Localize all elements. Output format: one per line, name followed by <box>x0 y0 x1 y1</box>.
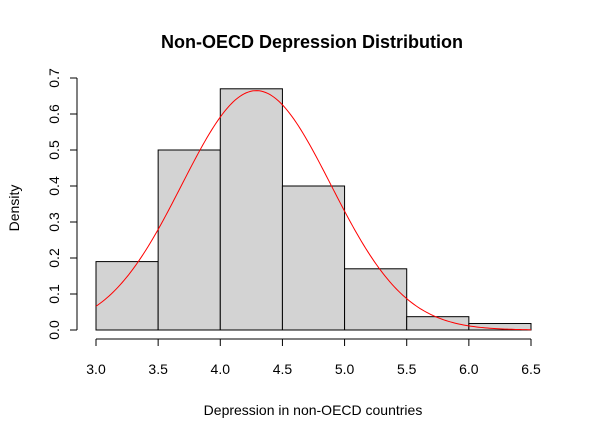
y-tick-label: 0.4 <box>46 176 62 196</box>
y-tick-label: 0.5 <box>46 140 62 160</box>
density-curve <box>95 90 532 331</box>
x-tick-label: 3.5 <box>148 361 168 377</box>
x-axis-label: Depression in non-OECD countries <box>204 402 423 418</box>
histogram-bar <box>157 149 221 331</box>
y-tick-label: 0.3 <box>46 212 62 232</box>
x-tick-label: 6.5 <box>521 361 541 377</box>
y-tick-label: 0.0 <box>46 320 62 340</box>
y-axis: 0.0 0.1 0.2 0.3 0.4 0.5 0.6 0.7 <box>46 68 78 340</box>
chart-title: Non-OECD Depression Distribution <box>161 32 463 52</box>
histogram-bar <box>406 316 470 331</box>
x-tick-label: 4.5 <box>273 361 293 377</box>
x-axis: 3.0 3.5 4.0 4.5 5.0 5.5 6.0 6.5 <box>86 338 541 377</box>
histogram-bar <box>344 268 408 331</box>
histogram-bar <box>281 185 346 331</box>
y-tick-label: 0.1 <box>46 284 62 304</box>
x-tick-label: 3.0 <box>86 361 106 377</box>
histogram-bars <box>95 88 532 331</box>
x-tick-label: 6.0 <box>459 361 479 377</box>
y-tick-label: 0.6 <box>46 104 62 124</box>
y-tick-label: 0.2 <box>46 248 62 268</box>
histogram-bar <box>468 323 532 331</box>
y-tick-label: 0.7 <box>46 68 62 88</box>
x-tick-label: 5.5 <box>397 361 417 377</box>
x-tick-label: 5.0 <box>335 361 355 377</box>
x-tick-label: 4.0 <box>211 361 231 377</box>
density-curve-layer <box>95 90 532 331</box>
y-axis-label: Density <box>6 185 22 232</box>
histogram-bar <box>219 88 283 331</box>
histogram-bar <box>95 261 159 331</box>
